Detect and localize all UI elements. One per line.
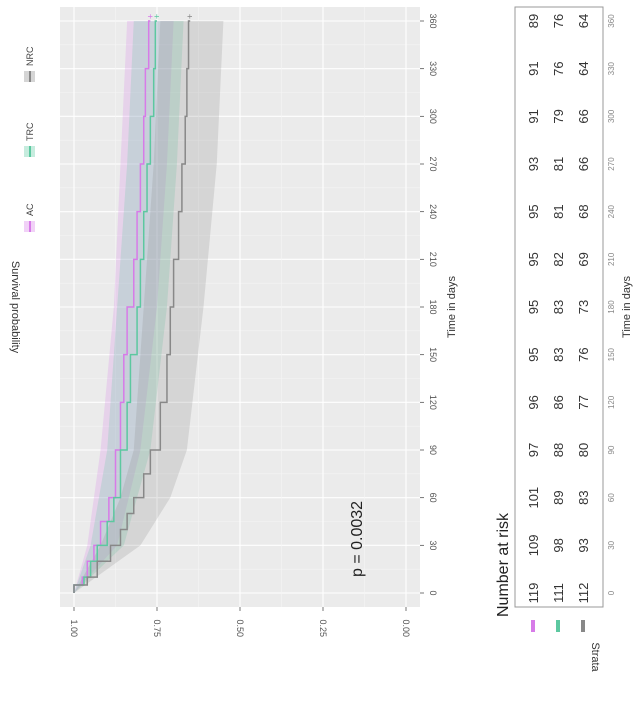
x-tick-label: 150 [428,347,438,362]
x-tick-label: 30 [428,540,438,550]
strata-title: Strata [589,642,601,672]
risk-cell-nrc: 80 [576,443,591,457]
risk-cell-ac: 91 [526,61,541,75]
risk-cell-nrc: 66 [576,157,591,171]
censor-mark: + [152,14,162,19]
risk-time-tick: 240 [607,204,616,218]
risk-cell-ac: 89 [526,14,541,28]
x-tick-label: 60 [428,493,438,503]
y-tick-label: 1.00 [69,619,79,637]
risk-cell-ac: 91 [526,109,541,123]
risk-cell-trc: 82 [551,252,566,266]
risk-cell-ac: 119 [526,583,541,604]
legend-label: AC [25,203,35,216]
risk-time-tick: 360 [607,14,616,28]
risk-time-tick: 90 [607,445,616,454]
risk-cell-ac: 95 [526,347,541,361]
risk-cell-trc: 83 [551,347,566,361]
y-tick-label: 0.00 [401,619,411,637]
risk-table: Number at risk 119 109 101 97 96 95 95 95 95 93 91… [495,6,633,673]
risk-time-tick: 120 [607,395,616,409]
risk-cell-nrc: 77 [576,395,591,409]
risk-time-tick: 210 [607,252,616,266]
risk-cell-nrc: 93 [576,538,591,552]
risk-cell-nrc: 112 [576,583,591,604]
risk-cell-nrc: 64 [576,61,591,75]
risk-time-tick: 150 [607,347,616,361]
risk-cell-nrc: 64 [576,14,591,28]
risk-cell-nrc: 83 [576,490,591,504]
risk-cell-nrc: 69 [576,252,591,266]
risk-cell-trc: 81 [551,204,566,218]
risk-cell-ac: 101 [526,487,541,509]
risk-table-border [514,6,604,608]
risk-cell-nrc: 73 [576,300,591,314]
risk-table-strata-markers [531,620,585,632]
risk-cell-trc: 76 [551,61,566,75]
risk-time-tick: 180 [607,300,616,314]
survival-curve-trc [73,20,157,593]
risk-cell-ac: 109 [526,534,541,556]
y-axis-ticks: 0.00 0.25 0.50 0.75 1.00 [69,607,411,637]
survival-curve-ac [73,20,151,593]
risk-cell-ac: 95 [526,252,541,266]
risk-cell-trc: 76 [551,14,566,28]
risk-time-tick: 270 [607,157,616,171]
x-tick-label: 270 [428,156,438,171]
y-tick-label: 0.75 [152,619,162,637]
censor-mark: + [185,14,195,19]
y-axis-title: Survival probability [9,261,21,354]
x-tick-label: 330 [428,61,438,76]
risk-cell-nrc: 76 [576,347,591,361]
risk-cell-ac: 97 [526,443,541,457]
risk-table-time-ticks: 0 30 60 90 120 150 180 210 240 270 300 330 360 [607,14,616,595]
risk-table-cells: 119 109 101 97 96 95 95 95 95 93 91 91 89 111 98 89 88 86… [526,14,591,604]
x-tick-label: 240 [428,204,438,219]
legend-label: NRC [25,46,35,66]
censor-mark: + [145,14,155,19]
risk-cell-ac: 96 [526,395,541,409]
risk-cell-trc: 89 [551,490,566,504]
risk-time-tick: 0 [607,590,616,595]
x-tick-label: 90 [428,445,438,455]
x-tick-label: 180 [428,299,438,314]
risk-table-title: Number at risk [495,512,512,617]
y-tick-label: 0.25 [318,619,328,637]
risk-cell-trc: 83 [551,300,566,314]
survival-curves: ++ + [73,14,195,593]
risk-cell-ac: 95 [526,204,541,218]
risk-time-tick: 330 [607,61,616,75]
risk-cell-nrc: 68 [576,204,591,218]
confidence-band-nrc [74,21,224,593]
risk-cell-ac: 93 [526,157,541,171]
risk-time-tick: 30 [607,540,616,549]
risk-cell-trc: 88 [551,443,566,457]
x-axis-title: Time in days [446,276,458,338]
risk-time-tick: 300 [607,109,616,123]
x-tick-label: 210 [428,252,438,267]
x-tick-label: 300 [428,109,438,124]
y-tick-label: 0.50 [235,619,245,637]
survival-curve-nrc [73,20,191,593]
risk-cell-trc: 79 [551,109,566,123]
legend-label: TRC [25,122,35,141]
legend: AC TRC NRC [24,46,35,232]
x-tick-label: 120 [428,395,438,410]
risk-cell-trc: 98 [551,538,566,552]
grid-lines [60,7,420,607]
x-axis-ticks: 0 30 60 90 120 150 180 210 240 270 300 330 360 [420,13,438,596]
risk-cell-ac: 95 [526,300,541,314]
risk-cell-nrc: 66 [576,109,591,123]
x-tick-label: 360 [428,13,438,28]
x-tick-label: 0 [428,590,438,595]
risk-cell-trc: 111 [551,583,566,603]
risk-cell-trc: 81 [551,157,566,171]
risk-cell-trc: 86 [551,395,566,409]
risk-time-tick: 60 [607,493,616,502]
risk-table-x-axis-title: Time in days [621,276,633,338]
p-value-annotation: p = 0.0032 [349,501,366,577]
